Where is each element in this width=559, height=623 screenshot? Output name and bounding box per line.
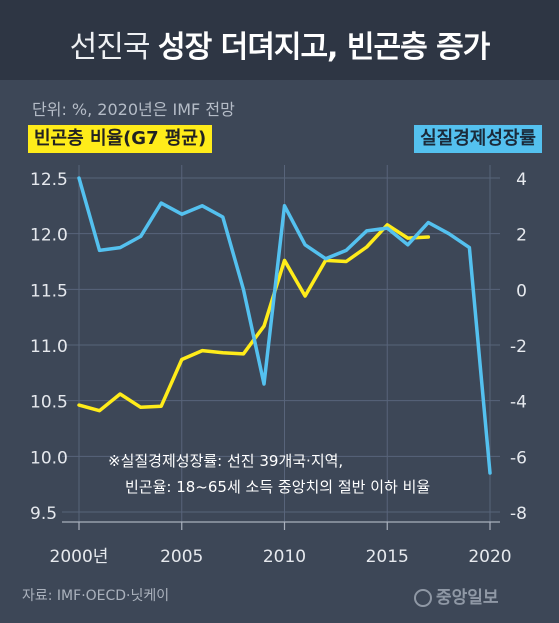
left-tick-label: 11.5 [30,281,68,301]
right-tick-label: 0 [516,281,527,301]
left-tick-label: 9.5 [30,504,57,524]
right-tick-label: -2 [510,337,527,357]
title-light: 선진국 [69,30,151,65]
right-tick-label: 4 [516,170,527,190]
left-tick-label: 10.0 [30,448,68,468]
x-tick-label: 2005 [160,547,203,567]
unit-note: 단위: %, 2020년은 IMF 전망 [32,100,235,119]
logo-text: 중앙일보 [436,588,499,608]
legend-poverty: 빈곤층 비율(G7 평균) [28,125,213,153]
axes: 12.5 4 12.0 2 11.5 0 11.0 -2 10.5 -4 10.0 -6 9.5 -8 20… [30,170,527,567]
x-tick-label: 2020 [468,547,511,567]
x-tick-label: 2015 [366,547,409,567]
logo-circle-icon [414,589,432,607]
left-tick-label: 11.0 [30,337,68,357]
left-tick-label: 10.5 [30,393,68,413]
publisher-logo: 중앙일보 [414,583,499,608]
right-tick-label: 2 [516,226,527,246]
footnote-line-1: ※실질경제성장률: 선진 39개국·지역, [108,452,343,470]
left-tick-label: 12.5 [30,170,68,190]
right-tick-label: -8 [510,504,527,524]
title-bar: 선진국 성장 더뎌지고, 빈곤층 증가 [0,0,559,80]
source-note: 자료: IMF·OECD·닛케이 [22,588,170,604]
right-tick-label: -4 [510,393,527,413]
footnote-line-2: 빈곤율: 18~65세 소득 중앙치의 절반 이하 비율 [125,478,430,496]
chart-title: 선진국 성장 더뎌지고, 빈곤층 증가 [0,22,559,66]
growth-rate-line [77,176,492,475]
left-tick-label: 12.0 [30,226,68,246]
poverty-rate-line [77,223,431,413]
series [77,176,492,475]
legend-growth: 실질경제성장률 [414,125,542,153]
x-tick-label: 2000년 [50,547,109,567]
title-bold: 성장 더뎌지고, 빈곤층 증가 [158,30,490,65]
x-tick-label: 2010 [263,547,306,567]
right-tick-label: -6 [510,448,527,468]
